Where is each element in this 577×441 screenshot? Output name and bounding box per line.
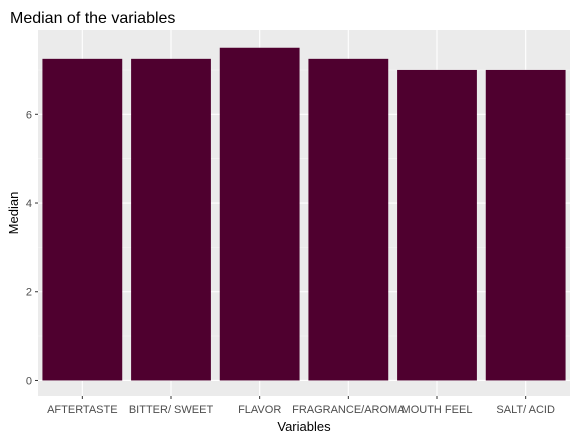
x-tick-label: FRAGRANCE/AROMA (292, 404, 405, 416)
x-tick-label: FLAVOR (238, 404, 281, 416)
bar-fragrance-aroma (308, 58, 389, 381)
x-tick-label: BITTER/ SWEET (129, 404, 214, 416)
bar-aftertaste (42, 58, 123, 381)
y-tick-label: 0 (26, 375, 32, 387)
bars (42, 47, 566, 381)
chart-title: Median of the variables (10, 10, 175, 27)
y-tick-label: 2 (26, 287, 32, 299)
y-tick-label: 4 (26, 198, 32, 210)
x-axis-ticks: AFTERTASTE BITTER/ SWEET FLAVOR FRAGRANCE/A… (47, 396, 555, 416)
x-tick-label: SALT/ ACID (496, 404, 555, 416)
bar-mouth-feel (397, 69, 477, 381)
bar-bitter-sweet (131, 58, 211, 381)
plot-panel (38, 30, 570, 396)
minor-gridlines (38, 69, 570, 337)
bar-flavor (219, 47, 300, 381)
bar-salt-acid (485, 69, 566, 381)
y-axis-ticks: 0 2 4 6 (26, 109, 38, 387)
x-axis-label: Variables (277, 419, 331, 434)
x-tick-label: AFTERTASTE (47, 404, 118, 416)
y-axis-label: Median (6, 192, 21, 235)
x-tick-label: MOUTH FEEL (402, 404, 473, 416)
y-tick-label: 6 (26, 109, 32, 121)
